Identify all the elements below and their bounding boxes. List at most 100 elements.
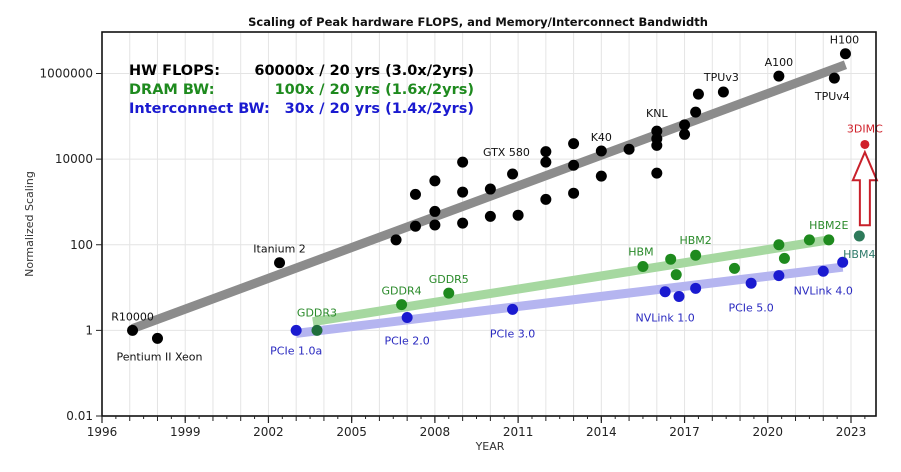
data-point-dram-bw	[690, 249, 702, 261]
data-point-hw-flops	[568, 159, 580, 171]
x-tick-label: 2020	[753, 425, 784, 439]
data-point-interconnect-bw	[817, 265, 829, 277]
legend-name: HW FLOPS:	[129, 63, 220, 79]
legend-name: Interconnect BW:	[129, 101, 270, 117]
point-label: GDDR3	[297, 306, 337, 319]
data-point-dram-bw	[823, 234, 835, 246]
data-point-dram-bw	[670, 269, 682, 281]
data-point-interconnect-bw	[290, 324, 302, 336]
point-label: PCIe 5.0	[728, 301, 773, 314]
legend: HW FLOPS: 60000x / 20 yrs (3.0x/2yrs) DRAM…	[129, 63, 474, 117]
data-point-hw-flops	[429, 205, 441, 217]
data-points	[127, 48, 870, 344]
point-label: PCIe 3.0	[490, 327, 535, 340]
data-point-hw-flops	[127, 324, 139, 336]
data-point-hw-flops	[828, 72, 840, 84]
data-point-hw-flops	[568, 138, 580, 150]
point-label: A100	[765, 56, 794, 69]
legend-value: 30x / 20 yrs (1.4x/2yrs)	[285, 101, 474, 117]
x-tick-label: 2017	[669, 425, 700, 439]
data-point-dram-bw	[311, 324, 323, 336]
data-point-hw-flops	[679, 119, 691, 131]
data-point-dram-bw	[443, 287, 455, 299]
point-label: HBM	[628, 246, 653, 259]
data-point-interconnect-bw	[673, 290, 685, 302]
legend-value: 100x / 20 yrs (1.6x/2yrs)	[275, 82, 474, 98]
point-labels: R10000 Pentium II Xeon Itanium 2 GTX 580 K40…	[111, 34, 883, 364]
point-label: H100	[830, 34, 859, 47]
data-point-hw-flops	[540, 146, 552, 158]
point-label: PCIe 2.0	[384, 334, 429, 347]
data-point-hw-flops	[429, 219, 441, 231]
data-point-interconnect-bw	[659, 286, 671, 298]
y-tick-label: 1	[85, 323, 93, 337]
data-point-hw-flops	[540, 193, 552, 205]
data-point-hw-flops	[692, 88, 704, 100]
x-tick-label: 2011	[503, 425, 534, 439]
point-label: Pentium II Xeon	[116, 350, 202, 363]
data-point-interconnect-bw	[690, 282, 702, 294]
data-point-dram-bw	[728, 262, 740, 274]
data-point-hw-flops	[512, 209, 524, 221]
axes: 0.01 1 100 10000 1000000 1996 1999 2002 2005 2008…	[40, 67, 867, 440]
point-label: K40	[591, 131, 612, 144]
data-point-interconnect-bw	[507, 303, 519, 315]
data-point-dram-bw	[803, 234, 815, 246]
data-point-hw-flops	[409, 188, 421, 200]
data-point-dram-bw	[396, 299, 408, 311]
data-point-hw-flops	[457, 156, 469, 168]
point-label: GDDR5	[429, 273, 469, 286]
data-point-hw-flops	[274, 257, 286, 269]
data-point-dram-bw	[637, 261, 649, 273]
legend-name: DRAM BW:	[129, 82, 215, 98]
trend-line-hw-flops	[130, 60, 848, 333]
point-label: HBM2E	[809, 219, 848, 232]
chart-title: Scaling of Peak hardware FLOPS, and Memo…	[248, 15, 708, 29]
y-tick-label: 1000000	[40, 67, 93, 81]
x-axis-label: YEAR	[475, 440, 505, 453]
point-label: NVLink 1.0	[635, 312, 694, 325]
data-point-hw-flops	[651, 167, 663, 179]
up-arrow-icon	[851, 149, 879, 227]
point-label: TPUv3	[703, 71, 739, 84]
point-label: 3DIMC	[847, 122, 883, 135]
data-point-3dimc	[860, 139, 870, 149]
data-point-hw-flops	[151, 332, 163, 344]
data-point-hw-flops	[595, 145, 607, 157]
data-point-hw-flops	[773, 70, 785, 82]
grid	[102, 32, 876, 417]
legend-value: 60000x / 20 yrs (3.0x/2yrs)	[254, 63, 474, 79]
y-tick-label: 100	[70, 238, 93, 252]
y-axis-label: Normalized Scaling	[23, 171, 36, 277]
data-point-hw-flops	[409, 220, 421, 232]
data-point-dram-bw	[665, 253, 677, 265]
point-label: PCIe 1.0a	[270, 344, 322, 357]
point-label: Itanium 2	[253, 243, 306, 256]
x-tick-label: 1996	[87, 425, 118, 439]
annotations	[851, 149, 879, 227]
data-point-hw-flops	[623, 143, 635, 155]
data-point-hw-flops	[595, 170, 607, 182]
point-label: GDDR4	[382, 285, 422, 298]
data-point-hw-flops	[457, 217, 469, 229]
data-point-interconnect-bw	[745, 277, 757, 289]
point-label: HBM4	[843, 248, 875, 261]
point-label: NVLink 4.0	[794, 284, 853, 297]
data-point-interconnect-bw	[773, 270, 785, 282]
data-point-hw-flops	[651, 125, 663, 137]
point-label: KNL	[646, 107, 668, 120]
data-point-hw-flops	[507, 168, 519, 180]
x-tick-label: 2008	[420, 425, 451, 439]
data-point-dram-bw	[853, 230, 865, 242]
data-point-hw-flops	[540, 156, 552, 168]
y-tick-label: 10000	[55, 152, 93, 166]
point-label: HBM2	[679, 234, 711, 247]
x-tick-label: 1999	[170, 425, 201, 439]
data-point-dram-bw	[778, 252, 790, 264]
y-tick-label: 0.01	[66, 409, 93, 423]
point-label: TPUv4	[814, 90, 850, 103]
x-tick-label: 2002	[253, 425, 284, 439]
data-point-hw-flops	[390, 234, 402, 246]
data-point-hw-flops	[429, 175, 441, 187]
